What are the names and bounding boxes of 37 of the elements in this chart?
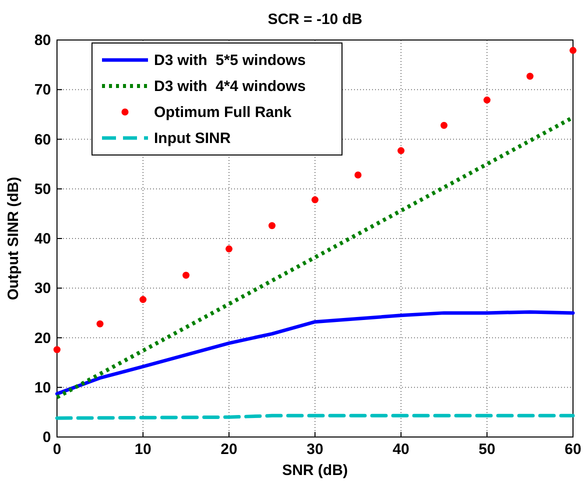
point xyxy=(54,346,60,354)
y-tick-label: 20 xyxy=(34,330,51,347)
legend-label: D3 with 5*5 windows xyxy=(154,52,306,69)
y-tick-label: 30 xyxy=(34,280,51,298)
point xyxy=(140,296,146,304)
point xyxy=(226,245,232,252)
point xyxy=(526,72,534,80)
y-tick-label: 10 xyxy=(34,379,51,396)
point xyxy=(398,147,404,154)
x-tick-label: 20 xyxy=(220,441,238,458)
y-tick-label: 0 xyxy=(42,429,51,446)
x-tick-label: 30 xyxy=(306,441,324,458)
point xyxy=(96,320,104,328)
y-tick-label: 80 xyxy=(34,32,51,49)
y-tick-label: 70 xyxy=(34,82,51,99)
legend-label: D3 with 4*4 windows xyxy=(154,78,306,95)
x-tick-label: 60 xyxy=(564,441,582,458)
legend-label: Input SINR xyxy=(154,130,231,147)
y-tick-label: 40 xyxy=(34,230,51,248)
x-tick-label: 50 xyxy=(478,441,496,458)
y-axis-title: Output SINR (dB) xyxy=(5,176,22,300)
point xyxy=(268,222,276,230)
x-tick-label: 40 xyxy=(392,441,410,458)
point xyxy=(354,171,362,178)
y-tick-label: 50 xyxy=(34,180,51,198)
x-tick-label: 10 xyxy=(134,441,152,458)
x-axis-title: SNR (dB) xyxy=(282,462,348,479)
legend-label: Optimum Full Rank xyxy=(154,104,292,121)
point xyxy=(440,122,448,129)
point xyxy=(484,96,490,104)
x-tick-label: 0 xyxy=(52,441,62,458)
y-tick-label: 60 xyxy=(34,131,51,148)
point xyxy=(312,196,318,204)
point xyxy=(182,272,190,279)
point xyxy=(570,46,576,54)
chart-title: SCR = -10 dB xyxy=(268,11,362,28)
line-series xyxy=(55,310,575,396)
